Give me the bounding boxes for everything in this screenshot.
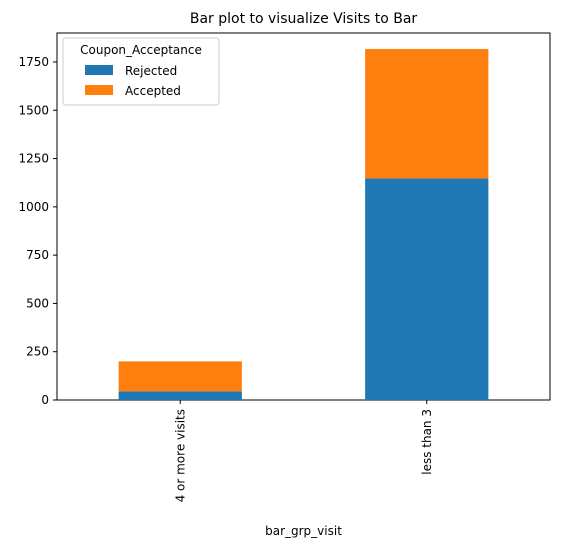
plot-frame	[56, 32, 551, 401]
legend: Coupon_Acceptance Rejected Accepted	[62, 37, 220, 106]
x-axis-label: bar_grp_visit	[265, 524, 342, 538]
legend-swatch-accepted	[85, 85, 113, 95]
bar-accepted-1	[365, 49, 489, 179]
legend-label-rejected: Rejected	[125, 64, 177, 78]
y-tick-label-4: 1000	[18, 200, 49, 214]
y-tick-label-5: 1250	[18, 152, 49, 166]
chart-title: Bar plot to visualize Visits to Bar	[190, 11, 418, 27]
y-tick-label-3: 750	[26, 248, 49, 262]
bar-accepted-0	[118, 361, 242, 392]
legend-title: Coupon_Acceptance	[80, 43, 202, 57]
x-axis: 4 or more visits less than 3	[173, 400, 434, 502]
x-tick-label-0: 4 or more visits	[173, 409, 187, 502]
legend-label-accepted: Accepted	[125, 84, 181, 98]
y-tick-label-2: 500	[26, 296, 49, 310]
y-tick-label-7: 1750	[18, 55, 49, 69]
x-tick-label-1: less than 3	[420, 409, 434, 475]
y-axis: 0 250 500 750 1000 1250 1500 1750	[18, 55, 57, 407]
bar-rejected-1	[365, 178, 489, 400]
y-tick-label-1: 250	[26, 345, 49, 359]
bar-rejected-0	[118, 391, 242, 400]
y-tick-label-6: 1500	[18, 103, 49, 117]
legend-swatch-rejected	[85, 65, 113, 75]
y-tick-label-0: 0	[41, 393, 49, 407]
bars-layer	[118, 49, 489, 400]
